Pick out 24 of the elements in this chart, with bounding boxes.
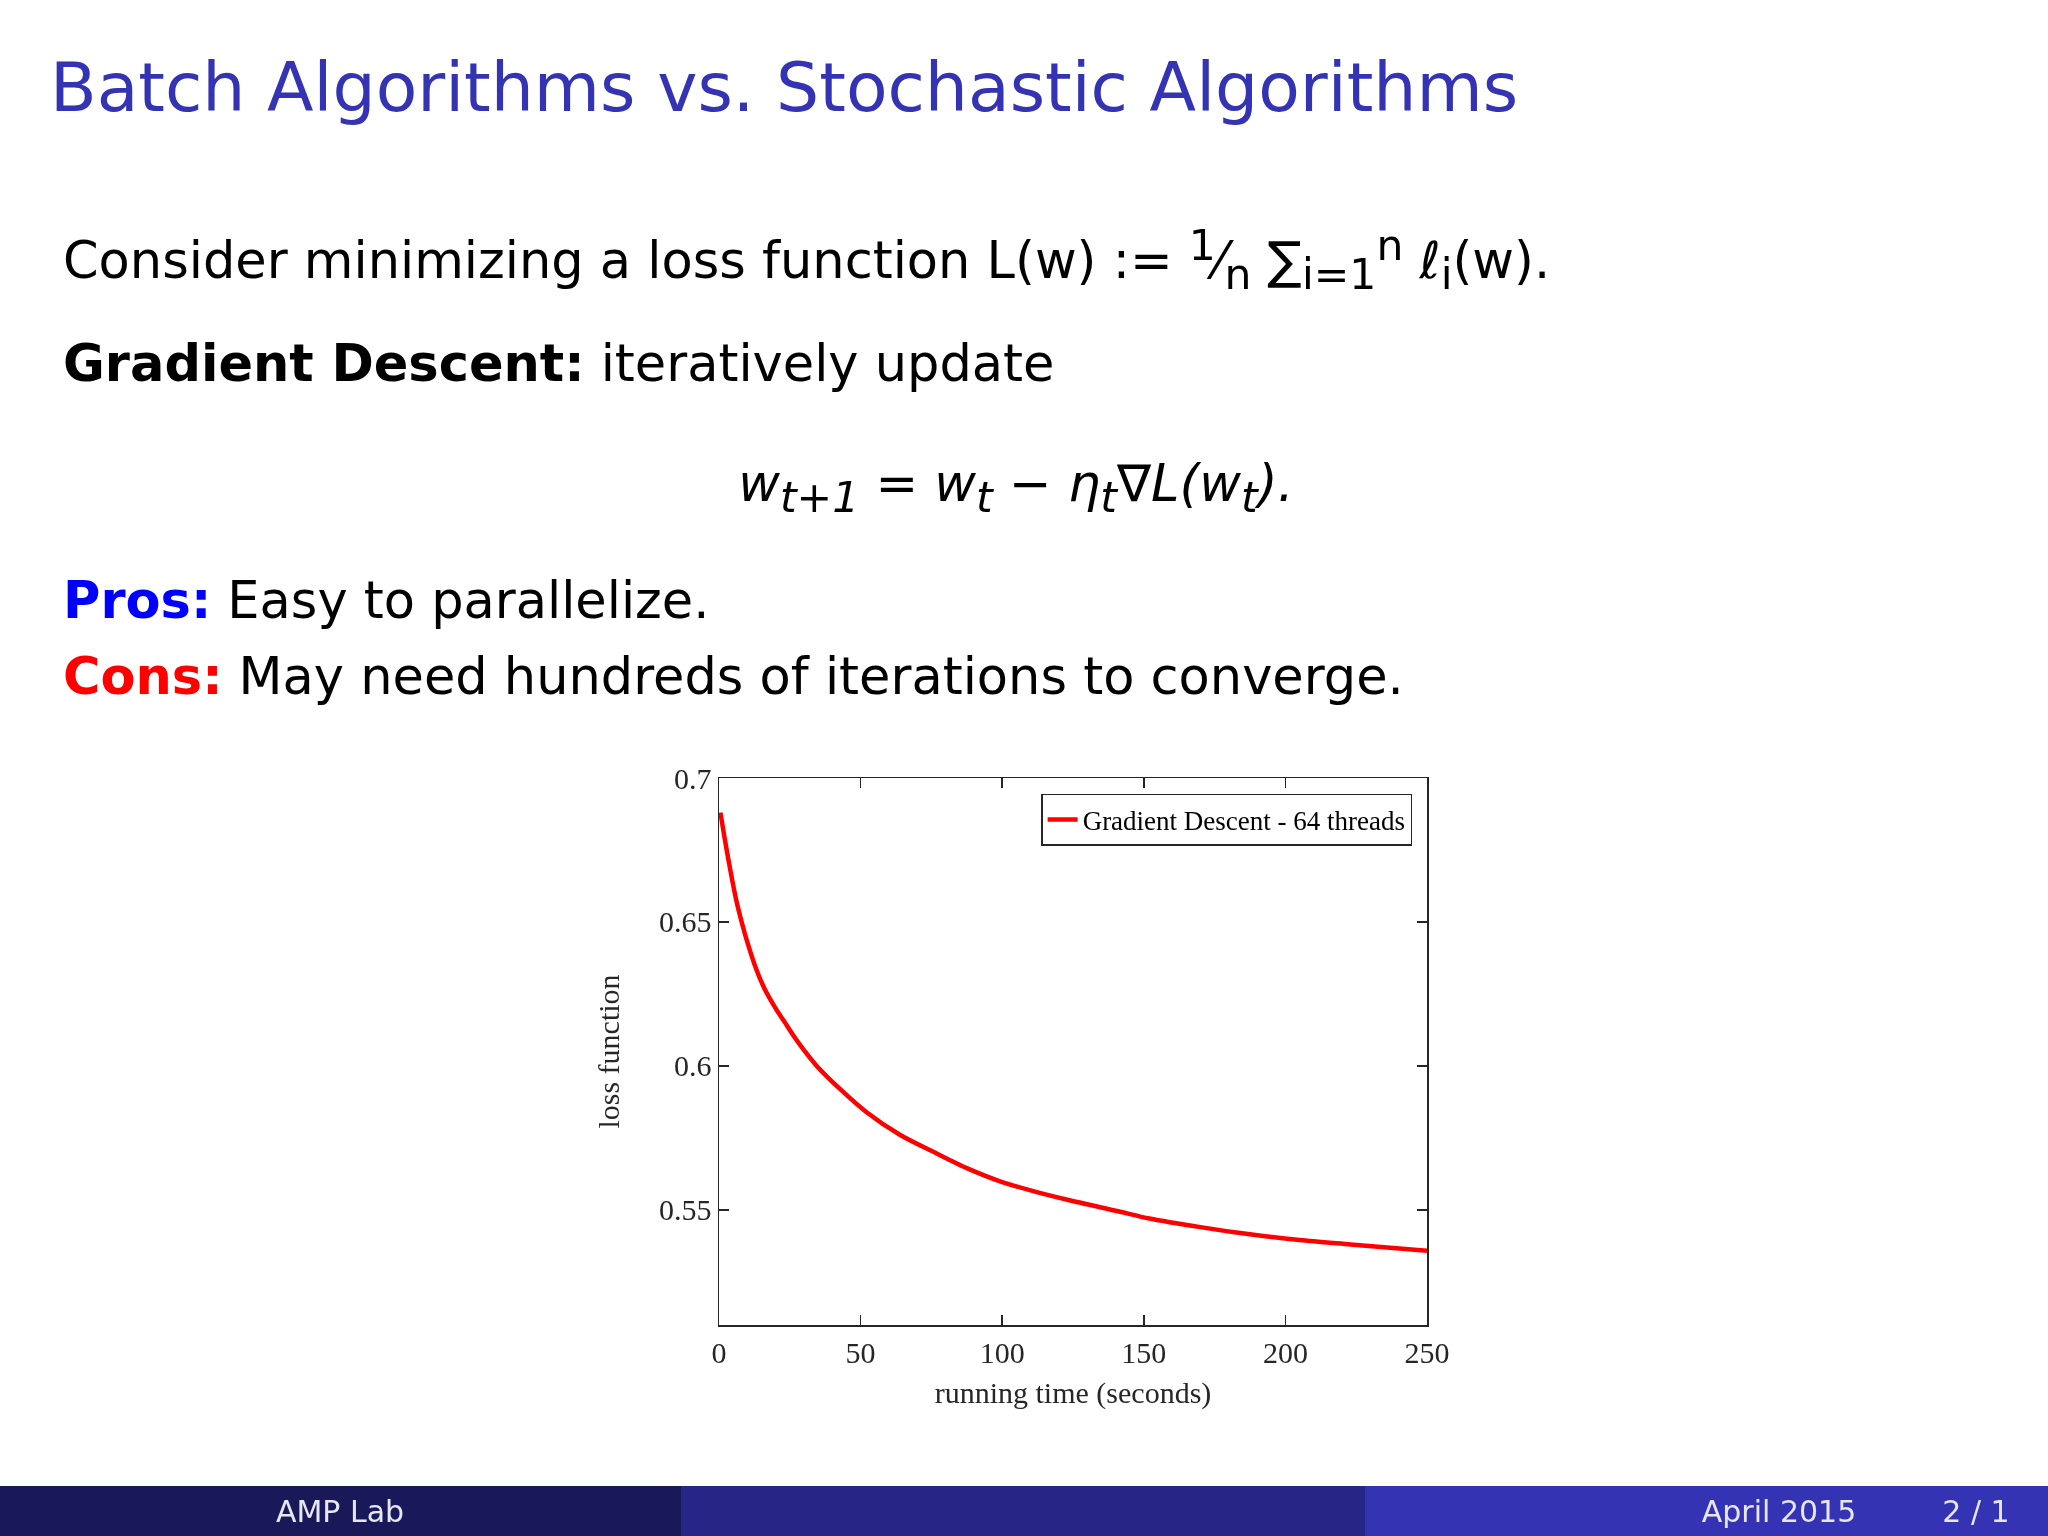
text: Easy to parallelize.	[227, 570, 710, 630]
x-tick-label: 200	[1262, 1335, 1308, 1369]
text: iteratively update	[600, 333, 1055, 393]
y-tick-label: 0.6	[674, 1049, 712, 1083]
y-tick-label: 0.55	[659, 1193, 712, 1227]
chart-title: Batch Algorithms vs. Stochastic Algorithms	[50, 47, 1519, 127]
x-tick-label: 150	[1121, 1335, 1167, 1369]
y-tick-label: 0.65	[659, 905, 712, 939]
text: w$_{t+1}$ = w$_{t}$ − η$_{t}$∇L(w$_{t}$).	[738, 453, 1294, 523]
x-tick-label: 50	[845, 1335, 876, 1369]
text: Consider minimizing a loss function L(w) := $^{1}$⁄$_{n}$ ∑$_{i=1}$$^{n}$ ℓ$_{i}$(w).	[63, 220, 1551, 300]
x-tick-label: 0	[711, 1335, 727, 1369]
y-tick-label: 0.7	[674, 761, 712, 795]
y-axis-title: loss function	[592, 974, 626, 1129]
text: Pros:	[63, 570, 212, 630]
footer-bar: AMP Lab April 2015 2 / 1	[0, 1486, 2048, 1536]
text: Gradient Descent:	[63, 333, 585, 393]
x-axis-title: running time (seconds)	[934, 1375, 1212, 1410]
text: May need hundreds of iterations to converge.	[238, 646, 1404, 706]
x-tick-label: 100	[979, 1335, 1025, 1369]
legend-label: Gradient Descent - 64 threads	[1082, 805, 1406, 836]
text: Cons:	[63, 646, 223, 706]
line-series	[719, 810, 1427, 1253]
x-tick-label: 250	[1404, 1335, 1450, 1369]
